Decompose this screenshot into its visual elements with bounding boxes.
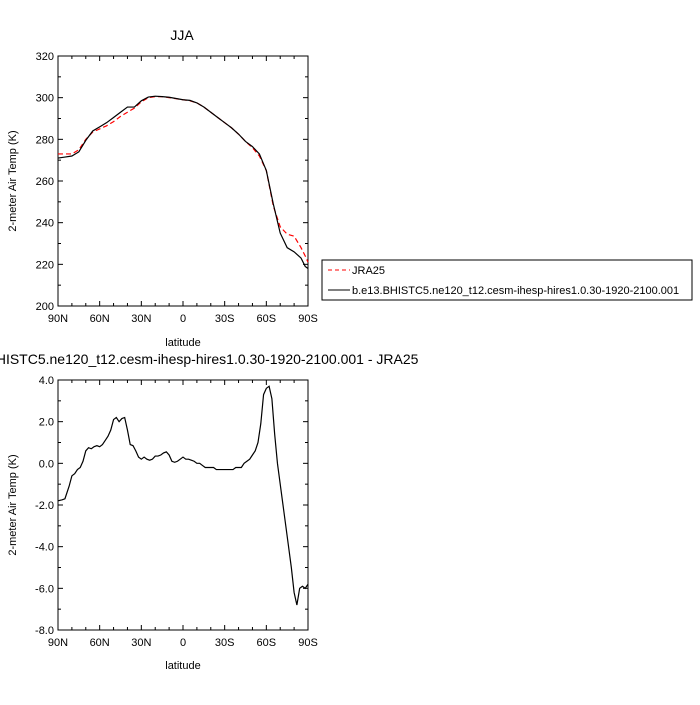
- legend-label-jra25: JRA25: [352, 265, 385, 277]
- top-x-ticks: 90N 60N 30N 0 30S 60S 90S: [48, 56, 318, 325]
- top-x-tick-label: 60S: [257, 313, 277, 325]
- bottom-y-axis-label: 2-meter Air Temp (K): [7, 454, 19, 555]
- top-y-ticks: 200 220 240 260 280 300 320: [36, 51, 308, 313]
- legend-box: [321, 259, 693, 301]
- bottom-x-tick-label: 60N: [90, 637, 110, 649]
- bottom-title: b.e13.BHISTC5.ne120_t12.cesm-ihesp-hires…: [0, 351, 419, 367]
- bottom-series-line-0: [57, 385, 309, 606]
- bottom-y-tick-label: -8.0: [35, 625, 54, 637]
- top-x-axis-label: latitude: [165, 337, 200, 349]
- top-legend: JRA25 b.e13.BHISTC5.ne120_t12.cesm-ihesp…: [321, 259, 693, 301]
- bottom-y-tick-label: -6.0: [35, 583, 54, 595]
- top-y-tick-label: 280: [36, 134, 54, 146]
- top-panel: JJA 200 220 240 260 280 300 320 90N 60N 30N 0 30S 6…: [7, 27, 318, 349]
- bottom-x-tick-label: 60S: [257, 637, 277, 649]
- bottom-y-tick-label: 2.0: [39, 417, 54, 429]
- bottom-x-tick-label: 0: [180, 637, 186, 649]
- bottom-x-tick-label: 30N: [131, 637, 151, 649]
- top-plot-frame: [57, 55, 309, 307]
- bottom-x-axis-label: latitude: [165, 660, 200, 672]
- top-y-tick-label: 220: [36, 259, 54, 271]
- top-y-tick-label: 320: [36, 51, 54, 63]
- top-x-tick-label: 0: [180, 313, 186, 325]
- legend-label-model: b.e13.BHISTC5.ne120_t12.cesm-ihesp-hires…: [352, 285, 679, 297]
- bottom-y-ticks: -8.0 -6.0 -4.0 -2.0 0.0 2.0 4.0: [35, 375, 308, 637]
- bottom-x-tick-label: 90S: [298, 637, 318, 649]
- top-y-tick-label: 240: [36, 218, 54, 230]
- bottom-x-tick-label: 90N: [48, 637, 68, 649]
- bottom-x-tick-label: 30S: [215, 637, 235, 649]
- top-x-tick-label: 30N: [131, 313, 151, 325]
- top-series-group: [57, 95, 309, 269]
- top-title: JJA: [170, 27, 194, 43]
- top-x-tick-label: 30S: [215, 313, 235, 325]
- top-y-tick-label: 260: [36, 176, 54, 188]
- top-series-line-0: [58, 96, 309, 263]
- bottom-plot-frame: [57, 379, 309, 631]
- bottom-series-group: [57, 385, 309, 606]
- bottom-y-tick-label: -2.0: [35, 500, 54, 512]
- bottom-y-tick-label: 4.0: [39, 375, 54, 387]
- top-y-tick-label: 200: [36, 301, 54, 313]
- bottom-panel: b.e13.BHISTC5.ne120_t12.cesm-ihesp-hires…: [0, 351, 419, 672]
- bottom-y-tick-label: 0.0: [39, 458, 54, 470]
- bottom-x-ticks: 90N 60N 30N 0 30S 60S 90S: [48, 380, 318, 649]
- top-y-tick-label: 300: [36, 93, 54, 105]
- top-x-tick-label: 90S: [298, 313, 318, 325]
- top-x-tick-label: 90N: [48, 313, 68, 325]
- top-y-axis-label: 2-meter Air Temp (K): [7, 130, 19, 231]
- top-x-tick-label: 60N: [90, 313, 110, 325]
- bottom-y-tick-label: -4.0: [35, 542, 54, 554]
- top-series-line-1: [57, 95, 309, 269]
